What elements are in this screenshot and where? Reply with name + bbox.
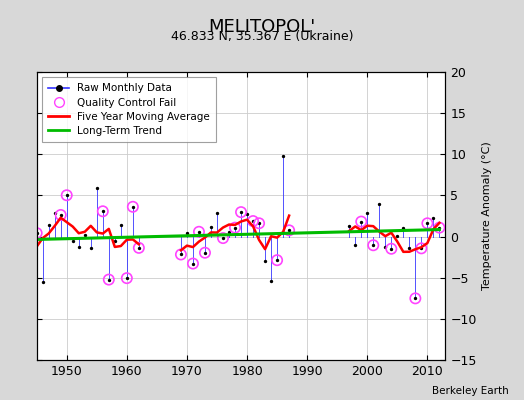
Text: MELITOPOL': MELITOPOL' [209, 18, 315, 36]
Point [369, 242, 377, 248]
Text: Berkeley Earth: Berkeley Earth [432, 386, 508, 396]
Point [249, 218, 257, 224]
Point [32, 230, 41, 236]
Point [99, 208, 107, 214]
Point [417, 245, 425, 252]
Point [177, 251, 185, 258]
Point [255, 220, 263, 226]
Point [219, 235, 227, 241]
Point [273, 257, 281, 263]
Legend: Raw Monthly Data, Quality Control Fail, Five Year Moving Average, Long-Term Tren: Raw Monthly Data, Quality Control Fail, … [42, 77, 216, 142]
Point [123, 275, 131, 281]
Point [195, 228, 203, 235]
Point [357, 218, 365, 225]
Point [423, 220, 432, 226]
Point [201, 250, 209, 256]
Point [189, 260, 197, 267]
Point [231, 224, 239, 231]
Text: 46.833 N, 35.367 E (Ukraine): 46.833 N, 35.367 E (Ukraine) [171, 30, 353, 43]
Point [57, 212, 65, 218]
Point [135, 245, 143, 251]
Point [411, 295, 420, 302]
Point [105, 276, 113, 283]
Point [435, 224, 444, 231]
Y-axis label: Temperature Anomaly (°C): Temperature Anomaly (°C) [482, 142, 492, 290]
Point [129, 204, 137, 210]
Point [285, 227, 293, 234]
Point [62, 192, 71, 198]
Point [387, 246, 396, 252]
Point [237, 209, 245, 215]
